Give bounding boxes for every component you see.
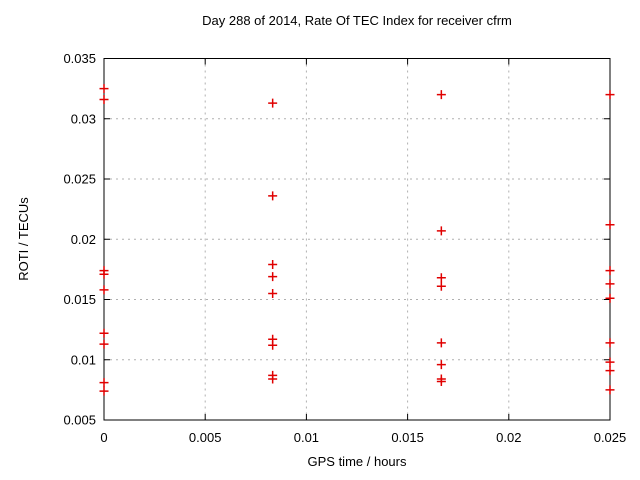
data-point xyxy=(436,90,446,100)
data-point xyxy=(605,293,615,303)
data-point xyxy=(268,288,278,298)
data-point xyxy=(99,269,109,279)
chart-title: Day 288 of 2014, Rate Of TEC Index for r… xyxy=(202,13,512,28)
data-point xyxy=(436,226,446,236)
data-point xyxy=(268,191,278,201)
data-point xyxy=(605,220,615,230)
y-tick-label: 0.035 xyxy=(63,51,96,66)
x-tick-label: 0 xyxy=(100,430,107,445)
y-tick-label: 0.025 xyxy=(63,172,96,187)
data-point xyxy=(605,385,615,395)
y-tick-label: 0.02 xyxy=(71,232,96,247)
data-point xyxy=(605,357,615,367)
data-point xyxy=(268,272,278,282)
data-point xyxy=(99,328,109,338)
data-point xyxy=(436,281,446,291)
data-point xyxy=(605,90,615,100)
x-axis-label: GPS time / hours xyxy=(307,454,407,469)
data-point xyxy=(99,386,109,396)
x-tick-label: 0.005 xyxy=(189,430,222,445)
data-point xyxy=(99,378,109,388)
data-point xyxy=(605,266,615,276)
x-tick-label: 0.01 xyxy=(294,430,319,445)
y-tick-label: 0.015 xyxy=(63,292,96,307)
y-tick-label: 0.03 xyxy=(71,111,96,126)
y-tick-label: 0.01 xyxy=(71,352,96,367)
y-axis-label: ROTI / TECUs xyxy=(16,197,31,281)
x-tick-label: 0.02 xyxy=(496,430,521,445)
data-point xyxy=(436,338,446,348)
data-point xyxy=(436,360,446,370)
data-point xyxy=(99,84,109,94)
data-point xyxy=(99,285,109,295)
data-point xyxy=(605,338,615,348)
data-point xyxy=(436,376,446,386)
x-tick-label: 0.015 xyxy=(391,430,424,445)
data-point xyxy=(99,339,109,349)
data-point xyxy=(268,260,278,270)
y-tick-label: 0.005 xyxy=(63,413,96,428)
data-point xyxy=(268,374,278,384)
data-point xyxy=(268,98,278,108)
data-point xyxy=(605,279,615,289)
data-point xyxy=(436,273,446,283)
data-point xyxy=(99,94,109,104)
data-point xyxy=(268,340,278,350)
data-point xyxy=(605,366,615,376)
x-tick-label: 0.025 xyxy=(594,430,627,445)
